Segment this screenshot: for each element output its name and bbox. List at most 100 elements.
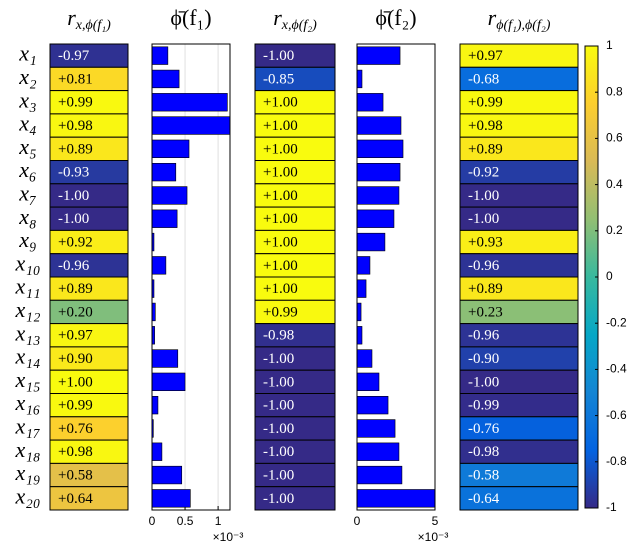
bar xyxy=(356,442,400,461)
row-label: x₁₈ xyxy=(14,437,40,462)
cell-label: -0.92 xyxy=(468,165,499,181)
cell-label: -1.00 xyxy=(263,351,294,367)
row-label: x₂₀ xyxy=(14,483,40,508)
bar xyxy=(151,69,180,89)
bar xyxy=(356,349,373,368)
bar xyxy=(151,372,186,392)
cell-label: -1.00 xyxy=(58,211,89,227)
cell-label: +1.00 xyxy=(263,281,298,297)
bar xyxy=(356,372,380,392)
row-label: x₁₁ xyxy=(14,274,40,299)
cell-label: -1.00 xyxy=(468,211,499,227)
axes-box xyxy=(151,43,231,511)
heatmap-cell xyxy=(254,486,336,511)
title-symbol: r xyxy=(67,5,76,30)
cell-label: +0.90 xyxy=(58,351,93,367)
x-tick-label: 1 xyxy=(215,514,222,528)
bar xyxy=(151,349,179,368)
row-label: x₂ xyxy=(18,64,37,89)
cell-label: +0.99 xyxy=(263,304,298,320)
bar xyxy=(356,465,403,485)
cell-label: +0.20 xyxy=(58,304,93,320)
cell-label: +0.89 xyxy=(468,281,503,297)
bar xyxy=(356,162,401,182)
cell-label: +1.00 xyxy=(263,165,298,181)
cell-label: -1.00 xyxy=(468,374,499,390)
cell-label: -1.00 xyxy=(263,491,294,507)
cell-label: -0.98 xyxy=(263,328,294,344)
cell-label: +1.00 xyxy=(58,374,93,390)
bar xyxy=(356,395,389,415)
row-label: x₈ xyxy=(18,204,36,229)
cell-label: -0.64 xyxy=(468,491,500,507)
bar xyxy=(151,46,169,65)
cell-label: +0.92 xyxy=(58,234,93,250)
cell-label: +1.00 xyxy=(263,95,298,111)
colorbar-tick-label: -0.6 xyxy=(606,408,627,422)
colorbar-tick-label: -0.2 xyxy=(606,315,627,329)
bar xyxy=(356,69,363,89)
cell-label: -1.00 xyxy=(468,188,499,204)
column-title: rx,ϕ(f₁) xyxy=(67,5,111,33)
cell-label: -1.00 xyxy=(58,188,89,204)
heatmap-cell xyxy=(49,486,129,511)
cell-label: -0.98 xyxy=(468,444,499,460)
bar xyxy=(356,489,436,508)
bar xyxy=(356,256,371,275)
bar xyxy=(356,209,395,228)
cell-label: -1.00 xyxy=(263,48,294,64)
cell-label: +0.97 xyxy=(468,48,503,64)
bar xyxy=(356,139,404,159)
cell-label: +0.98 xyxy=(58,118,93,134)
colorbar-tick-label: 0.8 xyxy=(606,84,623,98)
cell-label: -1.00 xyxy=(263,374,294,390)
column-title: rϕ(f₁),ϕ(f₂) xyxy=(488,5,551,33)
bar xyxy=(151,93,228,112)
column-title: ϕ̄(f₂) xyxy=(375,5,416,30)
cell-label: -0.96 xyxy=(468,258,500,274)
title-symbol: r xyxy=(488,5,497,30)
cell-label: +0.99 xyxy=(468,95,503,111)
row-label: x₇ xyxy=(18,180,36,205)
x-tick-label: 5 xyxy=(432,514,439,528)
bar xyxy=(151,162,177,182)
row-label: x₁₆ xyxy=(14,390,40,415)
row-label: x₁ xyxy=(18,41,36,66)
colorbar-tick-label: 0.6 xyxy=(606,131,623,145)
cell-label: -1.00 xyxy=(263,444,294,460)
row-label: x₁₇ xyxy=(14,413,40,438)
cell-label: -0.58 xyxy=(468,467,499,483)
cell-label: -0.85 xyxy=(263,71,294,87)
bar xyxy=(356,116,402,135)
cell-label: +1.00 xyxy=(263,211,298,227)
bar xyxy=(356,326,363,345)
colorbar-tick-label: 0.4 xyxy=(606,177,623,191)
bar xyxy=(151,209,178,228)
cell-label: +0.81 xyxy=(58,71,93,87)
row-label: x₁₄ xyxy=(14,344,40,369)
x-tick-label: 0.5 xyxy=(177,514,194,528)
x-tick-label: 0 xyxy=(149,514,156,528)
bar xyxy=(356,232,386,252)
cell-label: +0.98 xyxy=(58,444,93,460)
bar xyxy=(356,302,362,322)
bar xyxy=(356,186,400,205)
cell-label: +1.00 xyxy=(263,234,298,250)
colorbar-tick-label: 0 xyxy=(606,269,613,283)
bar xyxy=(151,139,190,159)
title-symbol: r xyxy=(273,5,282,30)
bar xyxy=(151,116,231,135)
column-title: rx,ϕ(f₂) xyxy=(273,5,317,33)
cell-label: -0.93 xyxy=(58,165,89,181)
cell-label: -0.68 xyxy=(468,71,499,87)
cell-label: -0.99 xyxy=(468,398,499,414)
cell-label: +0.93 xyxy=(468,234,503,250)
bar xyxy=(151,489,191,508)
x-tick-label: 0 xyxy=(354,514,361,528)
cell-label: +0.64 xyxy=(58,491,93,507)
axis-multiplier: ×10⁻³ xyxy=(418,530,449,544)
colorbar-tick-label: -1 xyxy=(606,500,617,514)
plot-area xyxy=(357,44,435,510)
colorbar-tick-label: -0.4 xyxy=(606,362,627,376)
cell-label: +0.99 xyxy=(58,398,93,414)
